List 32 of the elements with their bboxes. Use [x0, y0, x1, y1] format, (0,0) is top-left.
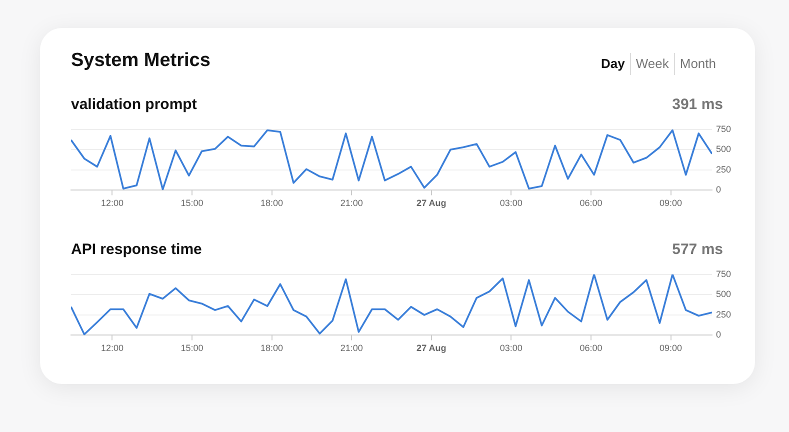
x-tick-label: 03:00	[500, 343, 522, 354]
x-tick-label: 06:00	[580, 343, 602, 354]
x-tick-label: 21:00	[340, 198, 363, 208]
text: 577 ms	[672, 241, 723, 258]
y-tick-label: 0	[716, 330, 721, 340]
y-tick-label: 750	[716, 268, 732, 279]
x-tick-label: 21:00	[340, 343, 363, 354]
text: Week	[630, 53, 674, 75]
text: 391 ms	[672, 96, 723, 113]
chart-title: validation prompt	[71, 96, 197, 113]
text: Day	[600, 55, 626, 73]
chart-title: API response time	[71, 241, 202, 258]
x-tick-label: 27 Aug	[416, 198, 446, 208]
x-tick-label: 18:00	[260, 343, 284, 354]
x-tick-label: 27 Aug	[416, 343, 446, 354]
x-tick-label: 09:00	[659, 343, 682, 354]
x-tick-label: 12:00	[100, 343, 124, 354]
x-tick-label: 15:00	[180, 198, 204, 208]
y-tick-label: 250	[716, 164, 732, 174]
y-tick-label: 500	[716, 144, 732, 154]
y-tick-label: 500	[716, 289, 732, 300]
x-tick-label: 15:00	[180, 343, 204, 354]
x-tick-label: 18:00	[260, 198, 284, 208]
y-tick-label: 0	[716, 184, 721, 195]
y-tick-label: 250	[716, 309, 732, 320]
text: Month	[674, 53, 721, 75]
text: System Metrics	[71, 50, 210, 72]
x-tick-label: 03:00	[500, 198, 522, 208]
y-tick-label: 750	[716, 124, 732, 134]
x-tick-label: 09:00	[659, 198, 682, 208]
x-tick-label: 06:00	[580, 198, 602, 208]
x-tick-label: 12:00	[100, 198, 124, 208]
